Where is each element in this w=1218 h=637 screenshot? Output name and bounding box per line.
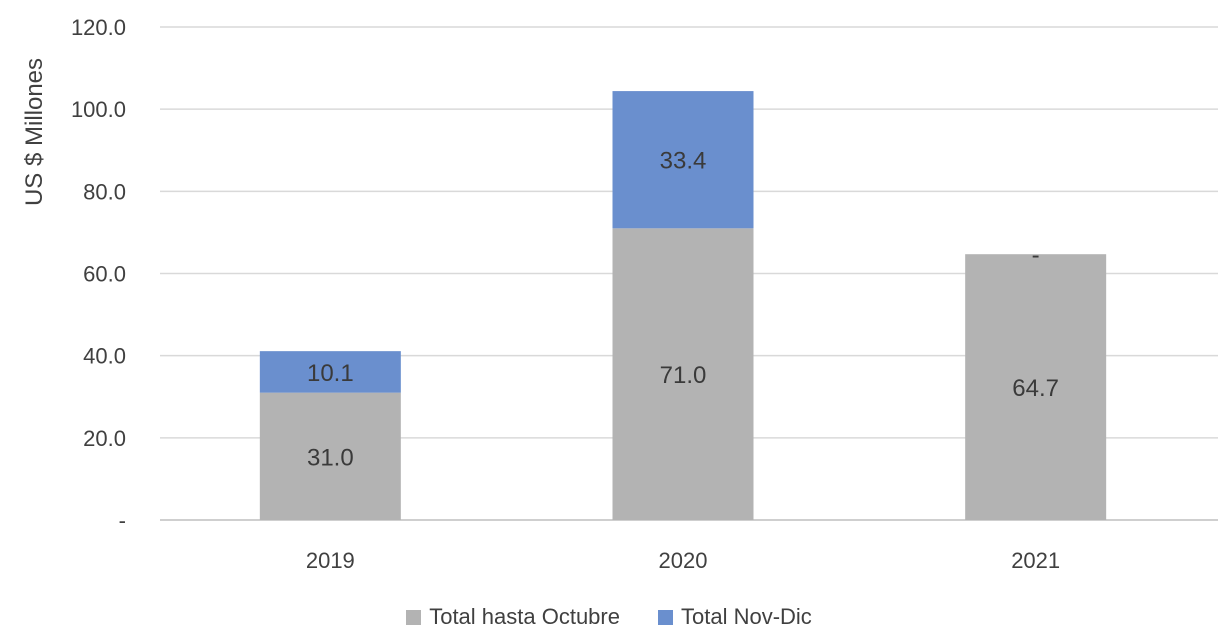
data-label: 10.1 [307, 360, 354, 387]
legend-label: Total hasta Octubre [429, 604, 620, 629]
stacked-bar-chart: - 20.0 40.0 60.0 80.0 100.0 120.0 31.0 10.1 71.0… [21, 15, 1218, 573]
data-label: 33.4 [660, 148, 707, 175]
legend-swatch [657, 609, 673, 625]
y-tick-label: 20.0 [83, 426, 126, 451]
y-tick-label: - [119, 508, 126, 533]
x-tick-label: 2019 [306, 548, 355, 573]
legend-item: Total hasta Octubre [406, 604, 620, 630]
y-tick-label: 120.0 [71, 15, 126, 40]
x-tick-label: 2021 [1011, 548, 1060, 573]
legend-item: Total Nov-Dic [657, 604, 812, 630]
data-label: 64.7 [1012, 375, 1059, 402]
legend-swatch [406, 609, 422, 625]
bar-hasta-octubre-2020 [612, 228, 754, 520]
x-axis-ticks: 2019 2020 2021 [306, 548, 1060, 573]
x-tick-label: 2020 [659, 548, 708, 573]
legend: Total hasta Octubre Total Nov-Dic [0, 604, 1218, 630]
data-label: - [1032, 242, 1040, 269]
bar-hasta-octubre-2021 [965, 254, 1107, 520]
y-tick-label: 60.0 [83, 262, 126, 287]
y-tick-label: 40.0 [83, 344, 126, 369]
y-axis-label: US $ Millones [21, 58, 48, 206]
legend-label: Total Nov-Dic [680, 604, 812, 629]
data-label: 71.0 [660, 362, 707, 389]
bars: 31.0 10.1 71.0 33.4 64.7 - [259, 91, 1107, 520]
bar-hasta-octubre-2019 [259, 392, 401, 520]
y-axis-ticks: - 20.0 40.0 60.0 80.0 100.0 120.0 [71, 15, 126, 533]
y-tick-label: 80.0 [83, 179, 126, 204]
y-tick-label: 100.0 [71, 97, 126, 122]
bar-nov-dic-2020 [612, 91, 754, 229]
data-label: 31.0 [307, 444, 354, 471]
bar-nov-dic-2019 [259, 351, 401, 393]
